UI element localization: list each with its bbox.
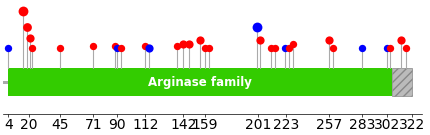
Point	[29, 47, 36, 49]
Point	[326, 39, 333, 41]
Point	[397, 39, 404, 41]
Point	[271, 47, 278, 49]
Point	[26, 37, 33, 39]
Point	[267, 47, 274, 49]
Point	[180, 43, 187, 45]
Point	[118, 47, 125, 49]
Point	[254, 26, 261, 28]
Point	[197, 39, 203, 41]
Point	[256, 39, 263, 41]
Point	[5, 47, 12, 49]
Bar	[0, 81, 8, 84]
Point	[142, 45, 149, 47]
Point	[402, 47, 409, 49]
Point	[282, 47, 289, 49]
Point	[289, 43, 296, 45]
Point	[111, 45, 118, 47]
Point	[24, 26, 31, 28]
Point	[20, 10, 27, 12]
Point	[330, 47, 337, 49]
Bar	[392, 68, 412, 96]
Point	[359, 47, 366, 49]
Point	[206, 47, 212, 49]
Point	[185, 43, 192, 45]
Point	[57, 47, 64, 49]
Point	[387, 47, 394, 49]
Point	[146, 47, 153, 49]
Point	[383, 47, 390, 49]
Point	[90, 45, 97, 47]
Bar	[8, 68, 392, 96]
Point	[174, 45, 181, 47]
Point	[114, 47, 121, 49]
Text: Arginase family: Arginase family	[148, 76, 252, 89]
Point	[202, 47, 209, 49]
Point	[286, 47, 292, 49]
